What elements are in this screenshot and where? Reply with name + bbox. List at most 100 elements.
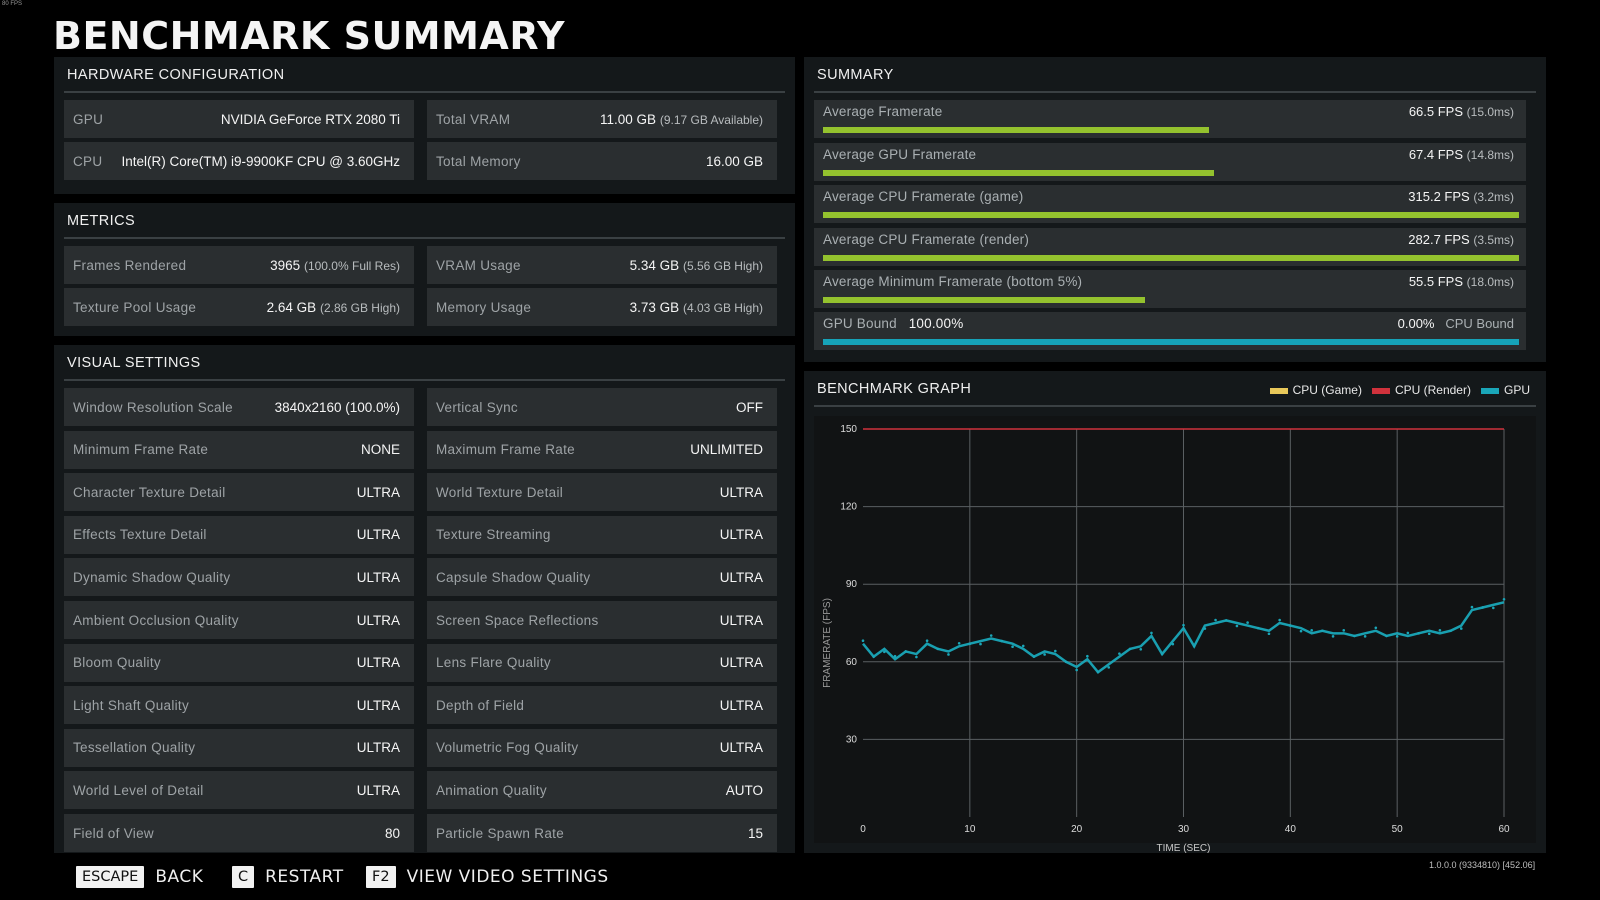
legend-label: GPU — [1503, 383, 1530, 397]
view-video-settings-button[interactable]: VIEW VIDEO SETTINGS — [406, 867, 609, 887]
frames-rendered-row: Frames Rendered 3965 (100.0% Full Res) — [64, 246, 414, 284]
summary-label: Average Framerate — [823, 104, 943, 119]
memory-usage-row: Memory Usage 3.73 GB (4.03 GB High) — [427, 288, 777, 326]
gpu-data-point — [1331, 635, 1335, 638]
version-label: 1.0.0.0 (9334810) [452.06] — [1429, 860, 1536, 870]
setting-value: 15 — [747, 825, 763, 841]
gpu-data-point — [1043, 653, 1046, 656]
fps-counter: 80 FPS — [2, 1, 23, 7]
f2-key[interactable]: F2 — [366, 866, 396, 888]
gpu-data-point — [1182, 623, 1185, 627]
footer-video-settings[interactable]: F2 VIEW VIDEO SETTINGS — [366, 866, 609, 888]
escape-key[interactable]: ESCAPE — [76, 866, 145, 888]
setting-row: Ambient Occlusion Quality ULTRA — [64, 601, 414, 639]
vram-usage-row: VRAM Usage 5.34 GB (5.56 GB High) — [427, 246, 777, 284]
cpu-bound-label: CPU Bound — [1445, 316, 1514, 331]
footer-back[interactable]: ESCAPE BACK — [76, 866, 203, 888]
summary-label: Average Minimum Framerate (bottom 5%) — [823, 274, 1083, 290]
setting-label: Character Texture Detail — [73, 484, 226, 500]
gpu-data-point — [1096, 670, 1100, 674]
gpu-data-point — [936, 647, 940, 651]
gpu-data-point — [1459, 627, 1463, 630]
setting-label: Ambient Occlusion Quality — [73, 612, 239, 628]
gpu-data-point — [1427, 632, 1431, 636]
setting-label: Bloom Quality — [73, 655, 161, 671]
legend-item: CPU (Game) — [1269, 383, 1362, 397]
total-memory-value: 16.00 GB — [705, 153, 763, 169]
setting-value: ULTRA — [356, 697, 400, 713]
vram-usage-value: 5.34 GB — [629, 257, 680, 273]
x-tick-label: 10 — [964, 824, 976, 835]
setting-value: NONE — [360, 442, 400, 458]
setting-value: ULTRA — [356, 740, 400, 756]
setting-row: World Texture Detail ULTRA — [427, 473, 777, 512]
summary-bar — [823, 127, 1210, 133]
x-tick-label: 60 — [1498, 824, 1510, 835]
gpu-data-point — [861, 639, 865, 642]
setting-row: Screen Space Reflections ULTRA — [427, 601, 777, 639]
setting-label: Particle Spawn Rate — [436, 825, 565, 841]
setting-label: Capsule Shadow Quality — [436, 569, 591, 585]
setting-row: Dynamic Shadow Quality ULTRA — [64, 558, 414, 597]
gpu-data-point — [1374, 626, 1378, 630]
summary-value: 315.2 FPS — [1408, 189, 1470, 205]
gpu-data-point — [1032, 655, 1036, 658]
gpu-data-point — [1289, 624, 1292, 627]
gpu-data-point — [1086, 654, 1089, 658]
setting-value: ULTRA — [719, 527, 763, 543]
gpu-data-point — [1107, 666, 1111, 669]
frames-rendered-sub: (100.0% Full Res) — [303, 258, 400, 273]
metrics-panel: METRICS Frames Rendered 3965 (100.0% Ful… — [54, 203, 795, 336]
gpu-data-point — [1342, 629, 1346, 632]
divider — [64, 379, 785, 381]
memory-usage-label: Memory Usage — [436, 299, 532, 315]
visual-settings-panel: VISUAL SETTINGS Window Resolution Scale 3… — [54, 345, 795, 853]
graph-heading: BENCHMARK GRAPH — [817, 381, 972, 397]
gpu-data-point — [1385, 634, 1388, 638]
gpu-data-point — [1417, 632, 1420, 635]
setting-value: 80 — [384, 825, 400, 841]
setting-row: Bloom Quality ULTRA — [64, 643, 414, 682]
setting-row: Capsule Shadow Quality ULTRA — [427, 558, 777, 597]
divider — [814, 91, 1536, 93]
c-key[interactable]: C — [232, 866, 255, 888]
setting-row: Particle Spawn Rate 15 — [427, 814, 777, 852]
summary-bar — [823, 169, 1215, 176]
setting-row: Animation Quality AUTO — [427, 771, 777, 810]
summary-panel: SUMMARY Average Framerate 66.5 FPS (15.0m… — [804, 57, 1546, 362]
y-tick-label: 120 — [840, 502, 857, 513]
summary-ms: (15.0ms) — [1466, 105, 1514, 119]
summary-bar — [823, 212, 1519, 219]
back-button[interactable]: BACK — [155, 867, 204, 887]
y-tick-label: 150 — [840, 424, 857, 435]
gpu-data-point — [1438, 629, 1442, 632]
setting-value: ULTRA — [356, 655, 400, 671]
gpu-data-point — [1118, 652, 1121, 655]
gpu-data-point — [947, 653, 950, 656]
gpu-data-point — [883, 650, 886, 654]
divider — [64, 237, 785, 239]
summary-value: 67.4 FPS — [1408, 146, 1464, 162]
metrics-heading: METRICS — [67, 213, 136, 229]
summary-bar — [823, 297, 1146, 304]
gpu-data-point — [1128, 647, 1132, 651]
setting-row: Field of View 80 — [64, 814, 414, 852]
setting-value: OFF — [736, 399, 763, 415]
setting-label: Volumetric Fog Quality — [436, 740, 579, 756]
setting-row: Depth of Field ULTRA — [427, 686, 777, 725]
setting-label: Screen Space Reflections — [436, 612, 599, 628]
summary-ms: (3.2ms) — [1473, 190, 1514, 205]
summary-row: Average Minimum Framerate (bottom 5%) 55.… — [814, 270, 1526, 309]
gpu-label: GPU — [73, 111, 104, 127]
footer-restart[interactable]: C RESTART — [232, 866, 344, 888]
legend-label: CPU (Game) — [1292, 383, 1362, 397]
setting-value: ULTRA — [719, 697, 763, 713]
plot-background — [814, 416, 1536, 843]
setting-row: Light Shaft Quality ULTRA — [64, 686, 414, 725]
gpu-data-point — [1395, 635, 1399, 638]
y-axis-label: FRAMERATE (FPS) — [822, 598, 833, 688]
gpu-value: NVIDIA GeForce RTX 2080 Ti — [220, 111, 400, 127]
setting-row: Texture Streaming ULTRA — [427, 515, 777, 554]
restart-button[interactable]: RESTART — [265, 867, 344, 887]
gpu-data-point — [1054, 649, 1057, 653]
